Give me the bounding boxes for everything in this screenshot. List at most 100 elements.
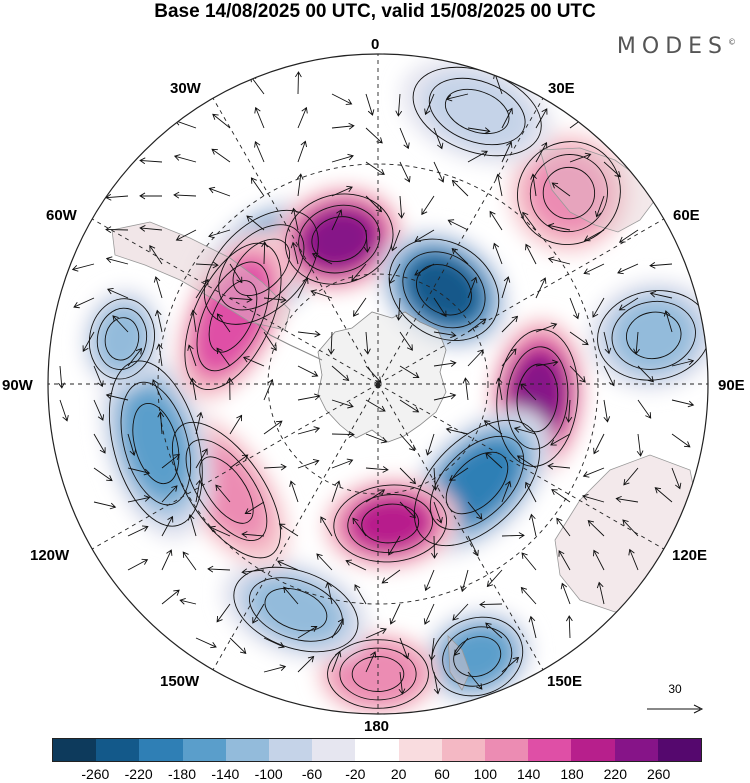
wind-arrow bbox=[389, 603, 401, 625]
wind-arrow bbox=[351, 263, 367, 282]
lon-label-60e: 60E bbox=[673, 207, 700, 224]
wind-arrow bbox=[277, 559, 299, 571]
wind-arrow bbox=[82, 331, 95, 352]
wind-arrow bbox=[489, 210, 503, 231]
wind-arrow bbox=[569, 152, 592, 163]
contour-line bbox=[597, 290, 708, 381]
wind-arrow bbox=[365, 433, 388, 444]
wind-arrow bbox=[414, 229, 435, 242]
wind-arrow bbox=[485, 452, 503, 469]
meridian bbox=[377, 97, 544, 385]
lon-label-150w: 150W bbox=[160, 673, 200, 690]
negative-anomaly-shell bbox=[436, 442, 518, 524]
africa bbox=[539, 147, 656, 233]
wind-arrow bbox=[105, 392, 129, 401]
wind-arrow bbox=[397, 195, 405, 219]
wind-arrow bbox=[583, 229, 605, 242]
colorbar-tick-label: 180 bbox=[560, 766, 584, 782]
colorbar-tick-label: 20 bbox=[390, 766, 407, 782]
wind-arrow bbox=[353, 297, 367, 317]
wind-arrow bbox=[671, 433, 691, 448]
wind-arrow bbox=[365, 489, 386, 503]
wind-arrow bbox=[365, 161, 385, 175]
wind-arrow bbox=[209, 525, 231, 537]
wind-arrow bbox=[388, 263, 401, 285]
wind-arrow bbox=[105, 256, 129, 265]
wind-arrow bbox=[93, 501, 117, 510]
wind-arrow bbox=[433, 297, 447, 318]
wind-arrow bbox=[433, 331, 457, 339]
wind-arrow bbox=[283, 586, 299, 605]
wind-arrow bbox=[290, 241, 299, 265]
contour-line bbox=[428, 77, 526, 146]
wind-arrow bbox=[550, 433, 571, 446]
wind-arrow bbox=[263, 331, 277, 352]
colorbar-tick-label: 60 bbox=[434, 766, 450, 782]
colorbar-bin bbox=[614, 739, 658, 761]
wind-arrow bbox=[414, 263, 435, 276]
wind-arrow bbox=[399, 433, 416, 452]
wind-arrow bbox=[617, 263, 639, 275]
contour-line bbox=[196, 261, 270, 372]
lon-label-120e: 120E bbox=[672, 547, 708, 564]
wind-arrow bbox=[149, 244, 163, 265]
wind-arrow bbox=[216, 603, 231, 623]
lon-label-120w: 120W bbox=[30, 547, 70, 564]
wind-arrow bbox=[154, 309, 163, 333]
wind-arrow bbox=[587, 520, 605, 537]
wind-arrow bbox=[453, 637, 469, 656]
wind-arrow bbox=[310, 289, 333, 299]
wind-arrow bbox=[395, 297, 403, 321]
negative-anomaly-shell bbox=[248, 576, 343, 643]
wind-arrow bbox=[327, 331, 335, 355]
wind-arrow bbox=[399, 501, 416, 519]
meridian bbox=[212, 383, 379, 671]
wind-arrow bbox=[483, 420, 503, 435]
meridian bbox=[377, 218, 665, 385]
wind-arrow bbox=[195, 637, 217, 649]
wind-arrow bbox=[399, 637, 410, 660]
colorbar-bin bbox=[485, 739, 529, 761]
wind-arrow bbox=[289, 480, 299, 503]
wind-arrow bbox=[596, 581, 605, 605]
contour-line bbox=[444, 88, 510, 135]
wind-arrow bbox=[381, 569, 401, 584]
wind-arrow bbox=[495, 173, 503, 197]
wind-arrow bbox=[297, 393, 321, 401]
contour-line bbox=[626, 311, 682, 360]
wind-arrow bbox=[671, 358, 695, 367]
contour-line bbox=[453, 636, 502, 677]
wind-arrow bbox=[424, 93, 435, 116]
wind-arrow bbox=[161, 515, 174, 537]
wind-arrow bbox=[316, 553, 333, 571]
colorbar-bin bbox=[269, 739, 313, 761]
wind-arrow bbox=[365, 365, 382, 383]
wind-arrow bbox=[229, 414, 243, 435]
colorbar-bin bbox=[398, 739, 442, 761]
wind-arrow bbox=[291, 207, 299, 231]
wind-arrow bbox=[215, 484, 231, 503]
wind-arrow bbox=[73, 297, 95, 309]
wind-arrow bbox=[161, 453, 180, 469]
wind-arrow bbox=[492, 242, 503, 265]
wind-arrow bbox=[208, 229, 231, 239]
wind-arrow bbox=[569, 297, 580, 320]
wind-arrow bbox=[445, 93, 469, 102]
wind-arrow bbox=[331, 209, 343, 231]
wind-arrow bbox=[331, 185, 353, 197]
wind-arrow bbox=[297, 140, 307, 163]
wind-arrow bbox=[582, 493, 605, 503]
wind-arrow bbox=[636, 433, 644, 457]
lon-label-0: 0 bbox=[371, 36, 380, 53]
colorbar-tick-label: -20 bbox=[345, 766, 366, 782]
contour-line bbox=[542, 166, 596, 220]
wind-arrow bbox=[161, 485, 178, 503]
colorbar-bin bbox=[182, 739, 226, 761]
wind-arrow bbox=[558, 550, 571, 571]
wind-arrow bbox=[501, 656, 520, 673]
wind-arrow bbox=[467, 127, 491, 134]
wind-arrow bbox=[425, 433, 435, 456]
latitude-circle bbox=[267, 273, 489, 495]
lon-label-60w: 60W bbox=[46, 207, 77, 224]
lon-label-90e: 90E bbox=[718, 377, 745, 394]
